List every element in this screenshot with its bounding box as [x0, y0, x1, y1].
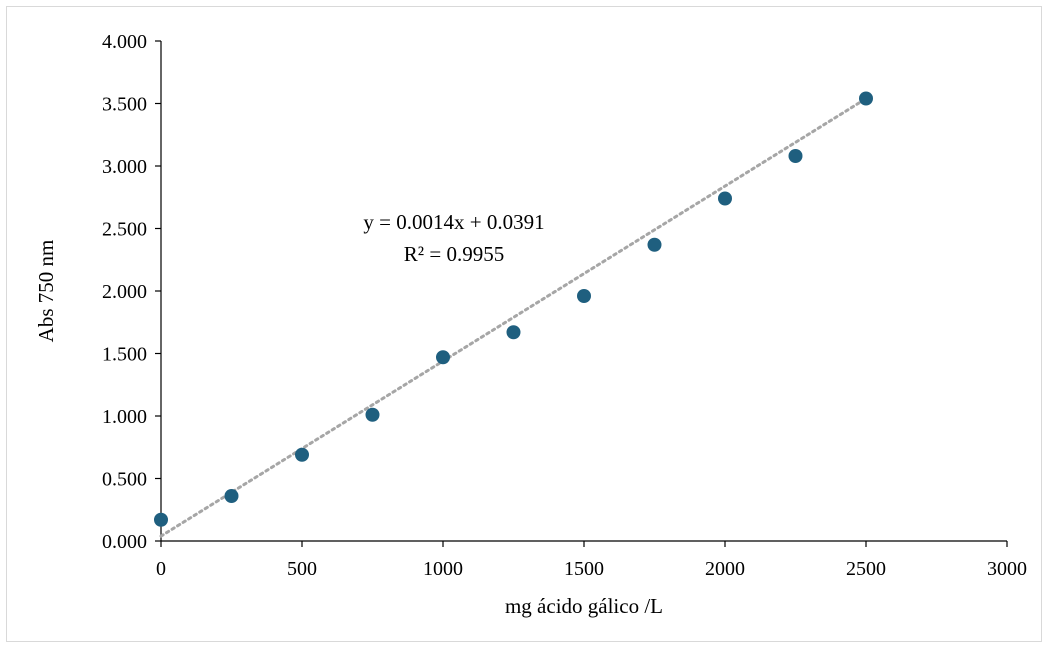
data-point	[295, 447, 309, 462]
data-point	[577, 289, 591, 303]
data-points	[154, 91, 873, 527]
x-tick-label: 0	[156, 558, 166, 580]
x-tick-label: 500	[287, 558, 317, 580]
y-tick-label: 2.000	[102, 281, 147, 303]
y-axis-title: Abs 750 nm	[34, 240, 58, 343]
trendline-layer	[159, 97, 868, 538]
y-tick-label: 0.500	[102, 469, 147, 491]
data-point	[436, 350, 450, 365]
data-point	[718, 191, 732, 206]
y-tick-label: 4.000	[102, 31, 147, 53]
data-point	[224, 489, 239, 503]
x-axis-title: mg ácido gálico /L	[505, 594, 663, 618]
data-point	[788, 149, 803, 163]
trendline	[159, 97, 868, 538]
y-tick-label: 3.500	[102, 94, 147, 116]
trendline-equation: y = 0.0014x + 0.0391	[363, 210, 544, 234]
data-point	[647, 237, 662, 252]
x-tick-label: 1000	[423, 558, 463, 580]
chart-frame: 0.000 0.500 1.000 1.500 2.000 2.500 3.000 3.500…	[6, 6, 1042, 642]
y-tick-label: 1.500	[102, 344, 147, 366]
x-tick-label: 2000	[705, 558, 745, 580]
data-point	[365, 407, 380, 422]
y-tick-label: 0.000	[102, 531, 147, 553]
data-point	[154, 512, 168, 527]
y-tick-label: 1.000	[102, 406, 147, 428]
data-point	[506, 325, 521, 340]
x-tick-label: 1500	[564, 558, 604, 580]
data-point	[859, 91, 873, 106]
trendline-r-squared: R² = 0.9955	[404, 242, 504, 266]
y-tick-label: 3.000	[102, 156, 147, 178]
x-tick-label: 3000	[987, 558, 1027, 580]
scatter-chart: 0.000 0.500 1.000 1.500 2.000 2.500 3.000 3.500…	[34, 31, 1027, 618]
axis-ticks: 0.000 0.500 1.000 1.500 2.000 2.500 3.000 3.500…	[102, 31, 1027, 580]
y-tick-label: 2.500	[102, 219, 147, 241]
x-tick-label: 2500	[846, 558, 886, 580]
